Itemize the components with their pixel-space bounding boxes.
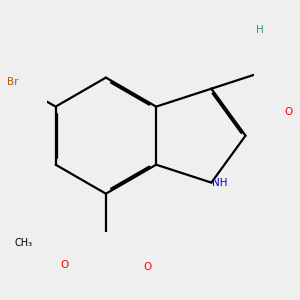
Text: O: O xyxy=(61,260,69,270)
Text: NH: NH xyxy=(212,178,228,188)
Text: CH₃: CH₃ xyxy=(14,238,32,248)
Text: Br: Br xyxy=(7,77,19,87)
Text: O: O xyxy=(285,107,293,117)
Text: H: H xyxy=(256,25,264,35)
Text: O: O xyxy=(143,262,151,272)
